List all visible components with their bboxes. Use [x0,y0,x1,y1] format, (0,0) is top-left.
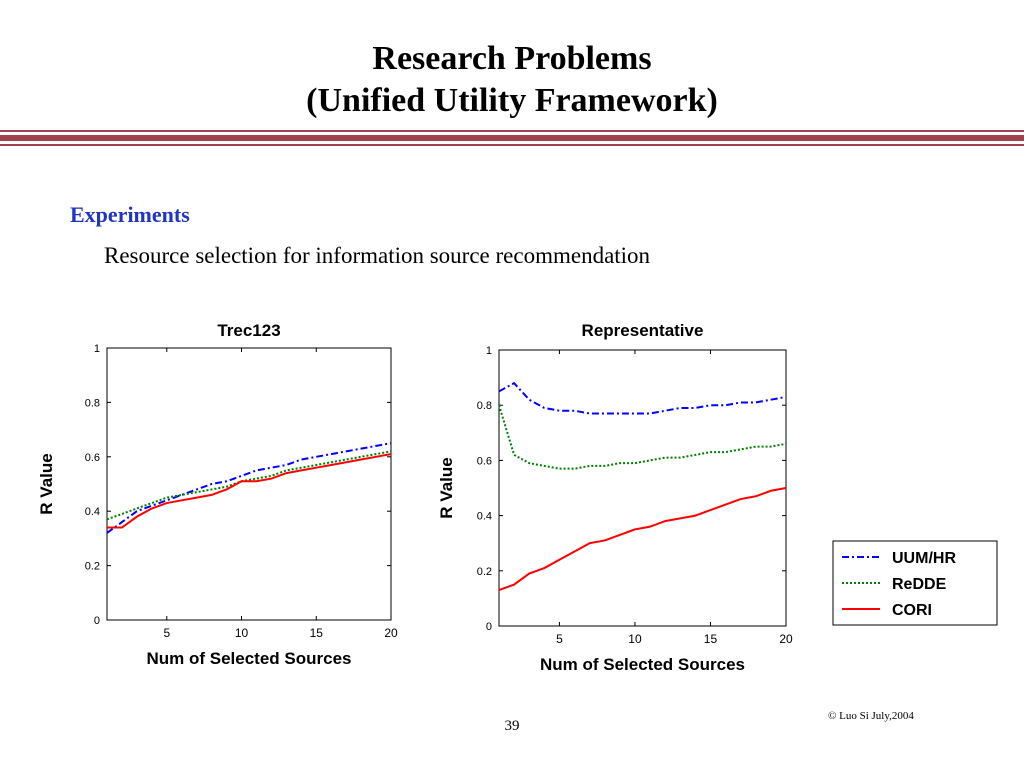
x-tick-label: 5 [556,632,563,646]
x-tick-label: 20 [384,626,398,640]
section-heading: Experiments [70,202,190,227]
chart-title: Representative [582,321,704,340]
section-subheading: Resource selection for information sourc… [104,243,651,268]
x-tick-label: 15 [310,626,324,640]
y-axis-label: R Value [437,457,456,518]
legend-label: UUM/HR [892,550,956,567]
y-axis-label: R Value [37,453,56,514]
page-number: 39 [504,718,520,734]
series-line-uum-hr [106,442,392,534]
y-tick-label: 0 [94,615,100,627]
y-tick-label: 1 [486,345,492,357]
slide-title-line2: (Unified Utility Framework) [306,82,718,119]
series-line-redde [498,404,787,470]
legend-box [832,540,998,626]
y-tick-label: 1 [94,343,100,355]
series-line-redde [106,450,392,521]
legend-label: ReDDE [892,576,947,593]
x-axis-label: Num of Selected Sources [540,655,745,674]
plot-frame [106,347,392,621]
y-tick-label: 0 [486,621,492,633]
chart-legend: UUM/HR ReDDE CORI [832,540,998,626]
x-tick-label: 20 [779,632,793,646]
chart-representative: Representative Num of Selected Sources R V… [437,321,793,674]
x-tick-label: 10 [235,626,249,640]
series-line-cori [498,487,787,592]
y-tick-label: 0.6 [85,452,100,464]
y-tick-label: 0.2 [477,566,492,578]
y-tick-label: 0.4 [477,511,492,523]
x-tick-label: 10 [628,632,642,646]
y-tick-label: 0.6 [477,455,492,467]
legend-label: CORI [892,602,932,619]
y-tick-label: 0.4 [85,506,100,518]
x-axis-label: Num of Selected Sources [146,649,351,668]
x-tick-label: 15 [704,632,718,646]
y-tick-label: 0.8 [477,400,492,412]
chart-title: Trec123 [217,321,280,340]
plot-frame [498,349,787,627]
series-line-cori [107,453,392,529]
series-line-uum-hr [498,381,787,415]
y-tick-label: 0.8 [85,397,100,409]
slide-title-line1: Research Problems [372,40,652,77]
chart-trec123: Trec123 Num of Selected Sources R Value 0 0.… [37,321,398,668]
copyright-notice: © Luo Si July,2004 [828,710,914,722]
y-tick-label: 0.2 [85,561,100,573]
x-tick-label: 5 [163,626,170,640]
